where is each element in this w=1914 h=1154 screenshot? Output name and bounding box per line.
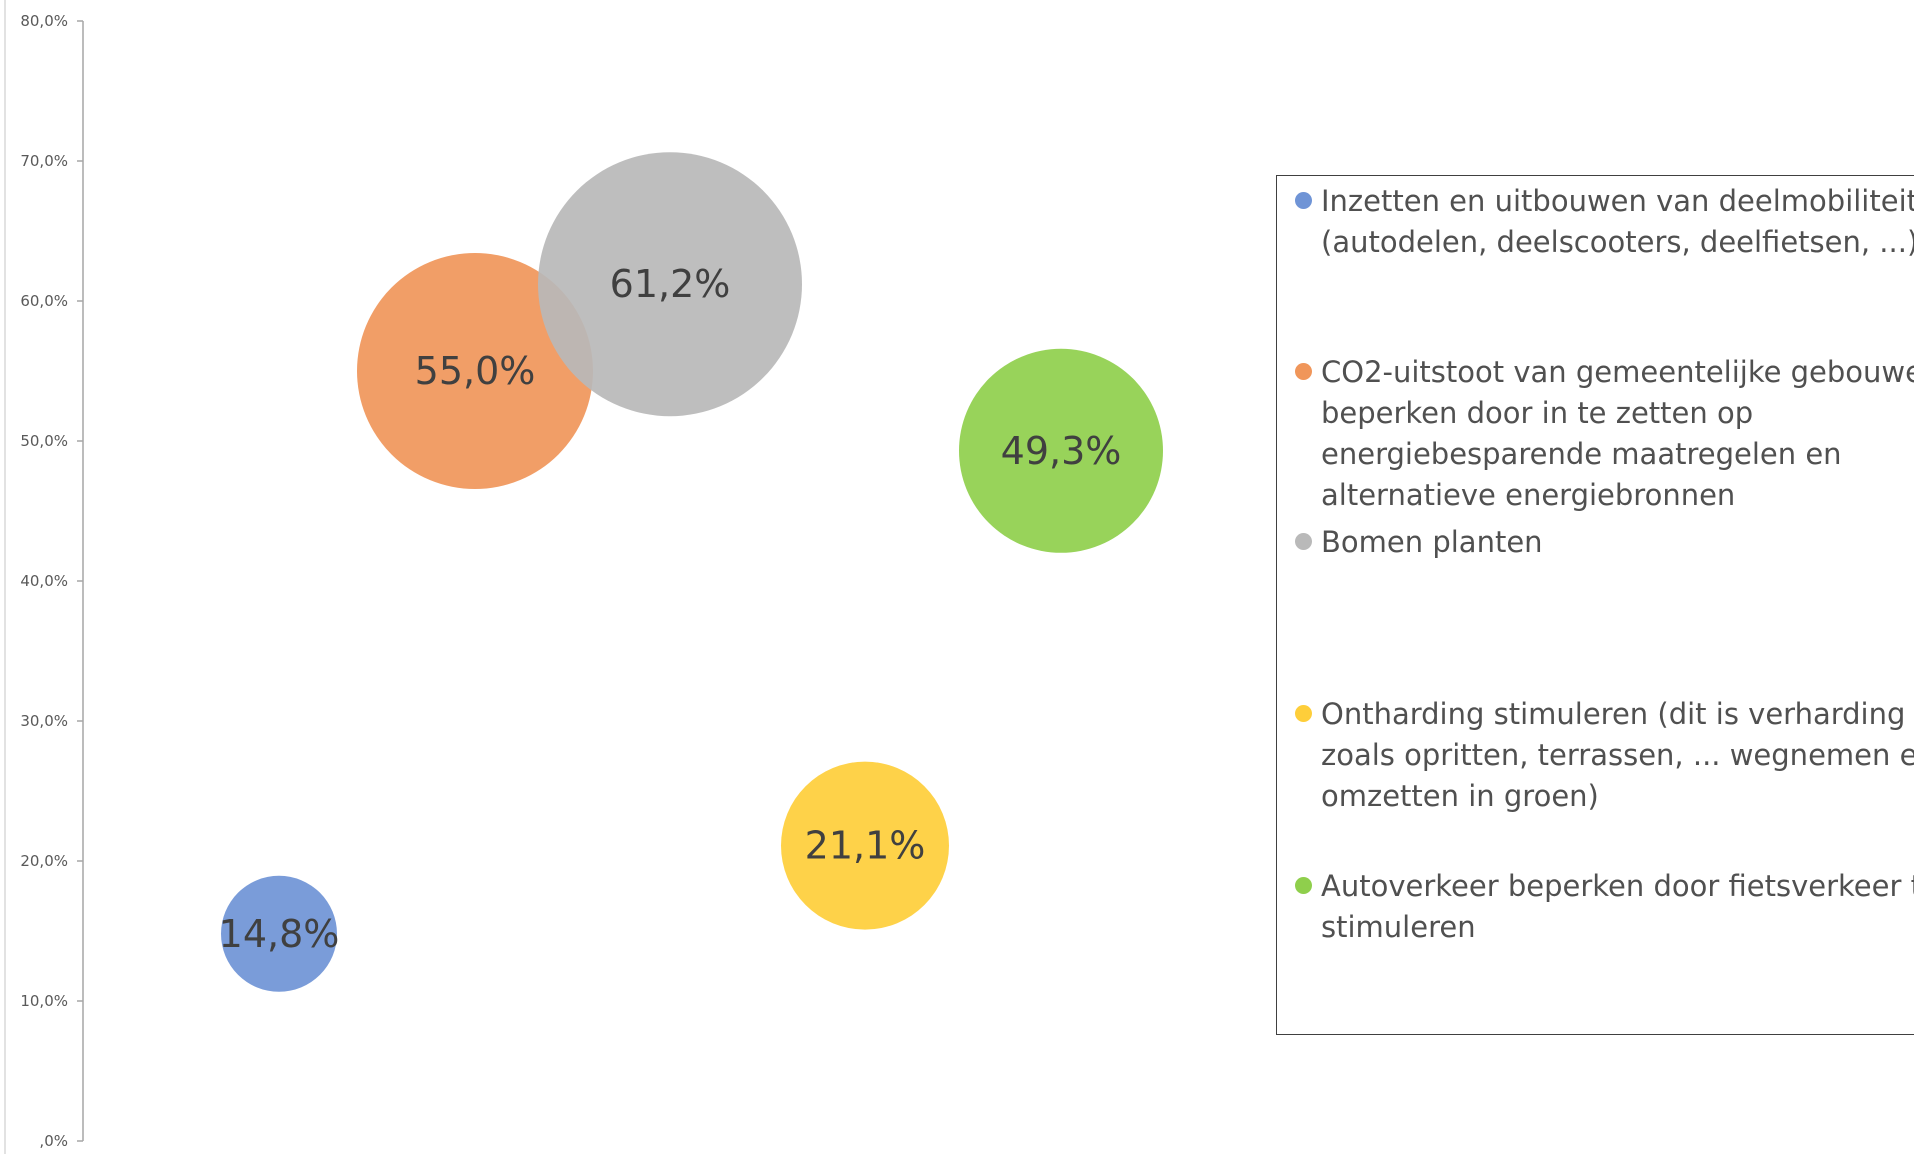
data-label-autoverkeer: 49,3% (1001, 429, 1122, 473)
y-tick-label: 40,0% (20, 572, 68, 590)
legend-item-autoverkeer: Autoverkeer beperken door fietsverkeer t… (1295, 866, 1914, 948)
legend-marker-deelmobiliteit (1295, 192, 1312, 209)
legend-item-bomen: Bomen planten (1295, 522, 1914, 563)
data-label-co2: 55,0% (415, 349, 536, 393)
bubble-co2 (357, 253, 593, 489)
y-tick-label: 80,0% (20, 12, 68, 30)
legend-item-co2: CO2-uitstoot van gemeentelijke gebouwen … (1295, 352, 1914, 516)
legend-marker-autoverkeer (1295, 877, 1312, 894)
legend-item-ontharding: Ontharding stimuleren (dit is verharding… (1295, 694, 1914, 817)
bubble-bomen (538, 152, 802, 417)
y-tick-label: 70,0% (20, 152, 68, 170)
legend-marker-ontharding (1295, 705, 1312, 722)
y-tick-label: 50,0% (20, 432, 68, 450)
y-tick-label: 20,0% (20, 852, 68, 870)
y-tick-label: 60,0% (20, 292, 68, 310)
legend-label-deelmobiliteit: Inzetten en uitbouwen van deelmobiliteit… (1321, 184, 1914, 259)
bubbles: 14,8% 55,0% 61,2% 21,1% 49,3% (219, 152, 1163, 992)
data-label-bomen: 61,2% (610, 262, 731, 306)
data-label-ontharding: 21,1% (805, 824, 926, 868)
y-tick-label: 10,0% (20, 992, 68, 1010)
y-axis: ,0% 10,0% 20,0% 30,0% 40,0% 50,0% 60,0% 70,0% 80… (4, 0, 84, 1154)
y-tick-label: ,0% (39, 1132, 68, 1150)
bubble-autoverkeer (959, 348, 1163, 553)
legend-marker-bomen (1295, 533, 1312, 550)
bubble-ontharding (781, 761, 949, 930)
legend: Inzetten en uitbouwen van deelmobiliteit… (1276, 175, 1914, 1035)
y-tick-label: 30,0% (20, 712, 68, 730)
legend-marker-co2 (1295, 363, 1312, 380)
data-label-deelmobiliteit: 14,8% (219, 912, 340, 956)
legend-label-autoverkeer: Autoverkeer beperken door fietsverkeer t… (1321, 869, 1914, 944)
legend-label-ontharding: Ontharding stimuleren (dit is verharding… (1321, 697, 1914, 813)
legend-label-co2: CO2-uitstoot van gemeentelijke gebouwen … (1321, 355, 1914, 512)
legend-label-bomen: Bomen planten (1321, 525, 1543, 559)
legend-item-deelmobiliteit: Inzetten en uitbouwen van deelmobiliteit… (1295, 181, 1914, 263)
bubble-deelmobiliteit (221, 875, 337, 992)
